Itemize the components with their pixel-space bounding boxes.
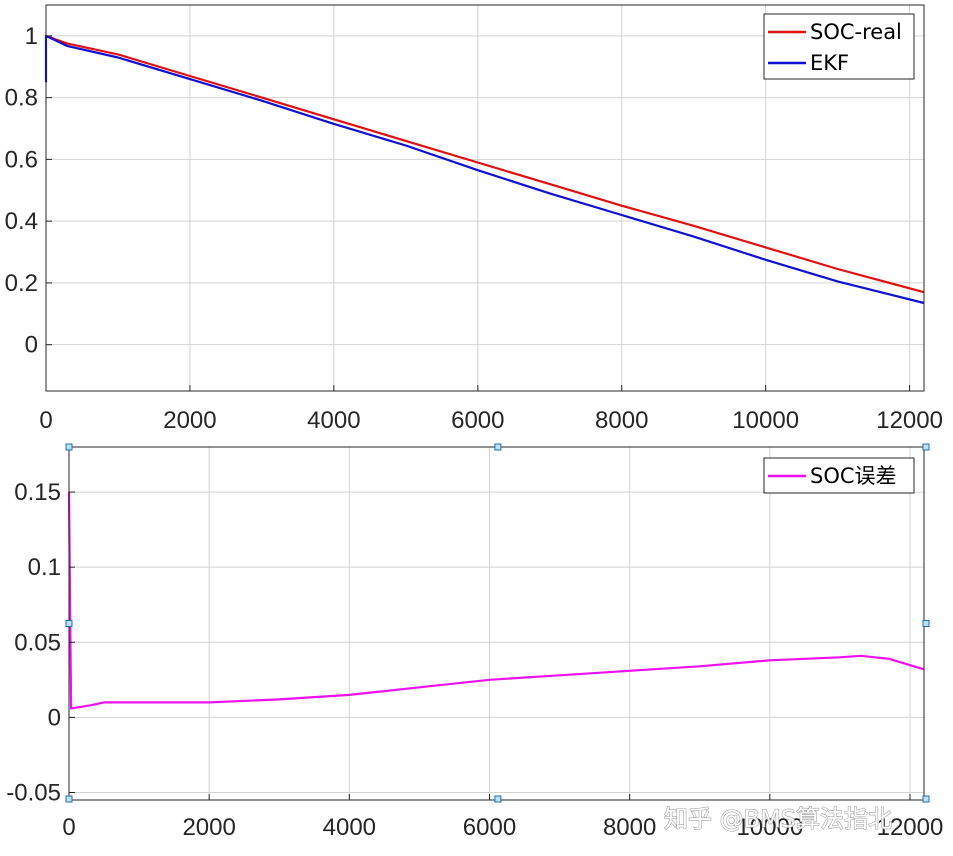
legend: SOC-real EKF [763,13,915,80]
legend-label: SOC误差 [810,464,897,488]
watermark-text: 知乎 @BMS算法指北 [664,805,892,833]
x-tick-label: 4000 [307,407,360,434]
series-line-1 [67,492,925,710]
legend: SOC误差 [763,457,915,494]
x-tick-label: 10000 [732,407,799,434]
x-tick-label: 12000 [876,407,943,434]
selection-handle[interactable] [922,795,930,803]
selection-handle[interactable] [65,620,73,627]
y-tick-label: 0.15 [14,479,61,506]
y-tick-label: 0 [48,704,61,731]
x-tick-label: 2000 [163,407,216,434]
x-tick-label: 0 [62,814,75,841]
x-tick-label: 8000 [603,814,656,841]
legend-label: EKF [810,51,849,75]
y-tick-label: 0.05 [14,629,61,656]
series-line-2 [44,34,925,305]
legend-label: SOC-real [810,20,902,44]
selection-handle[interactable] [494,443,502,451]
lower-error-plot: 0 2000 4000 6000 8000 10000 12000-0.0500.050.1… [6,443,944,841]
selection-handle[interactable] [65,443,73,451]
x-tick-label: 8000 [595,407,648,434]
axes-box [45,4,925,392]
x-tick-label: 2000 [182,814,235,841]
y-tick-label: 0.6 [5,146,38,173]
x-tick-label: 6000 [451,407,504,434]
x-tick-label: 6000 [463,814,516,841]
x-tick-label: 0 [39,407,52,434]
x-tick-label: 12000 [877,814,944,841]
upper-soc-plot: 0 2000 4000 6000 8000 10000 12000 0 0.2 0.4 0.6 0.8… [5,4,943,434]
y-tick-label: 1 [25,23,38,50]
selection-handle[interactable] [65,795,73,803]
selection-handle[interactable] [922,443,930,451]
legend-box [763,13,915,80]
selection-handle[interactable] [494,795,502,803]
y-tick-label: -0.05 [6,779,61,806]
selection-handle[interactable] [922,620,930,627]
plot-area [69,447,924,800]
x-tick-label: 10000 [736,814,803,841]
y-tick-label: 0.8 [5,85,38,112]
x-tick-label: 4000 [323,814,376,841]
y-tick-label: 0.4 [5,208,38,235]
series-line-1 [45,34,925,294]
y-tick-label: 0.1 [28,554,61,581]
y-tick-label: 0 [25,332,38,359]
y-tick-label: 0.2 [5,270,38,297]
